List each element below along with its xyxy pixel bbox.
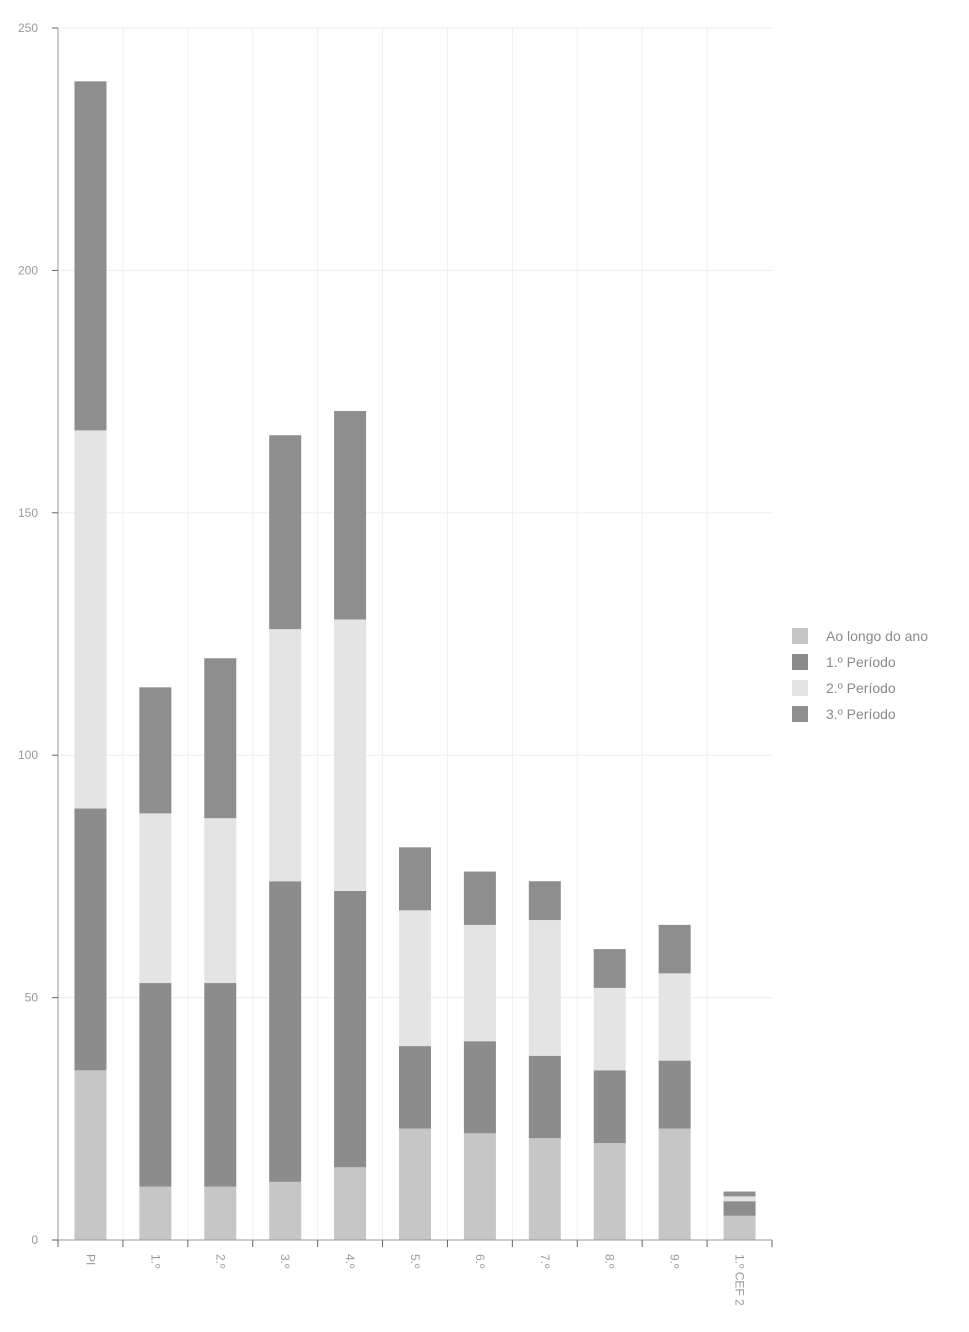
bar-segment [74, 430, 107, 809]
bar-stack [399, 847, 431, 1240]
x-tick-label: 1.º [148, 1254, 162, 1269]
bar-stack [269, 435, 302, 1240]
legend-swatch [792, 706, 808, 722]
bar-stack [593, 949, 626, 1240]
axes [52, 27, 773, 1247]
y-tick-label: 200 [18, 263, 38, 277]
bar-segment [399, 847, 431, 911]
bar-stacks [74, 81, 756, 1240]
legend-swatch [792, 654, 808, 670]
bar-segment [593, 949, 626, 988]
bar-segment [723, 1215, 756, 1240]
gridlines [58, 27, 772, 1241]
bar-segment [139, 983, 172, 1187]
bar-stack [463, 871, 496, 1240]
bar-segment [269, 435, 302, 630]
legend-item: 2.º Período [792, 680, 896, 696]
y-tick-label: 0 [31, 1233, 38, 1247]
bar-segment [334, 410, 367, 620]
legend-label: Ao longo do ano [826, 628, 928, 644]
y-tick-label: 100 [18, 748, 38, 762]
y-tick-label: 150 [18, 506, 38, 520]
x-tick-label: 1.º CEF 2 [733, 1254, 747, 1306]
bar-segment [74, 808, 107, 1071]
bar-segment [528, 920, 561, 1056]
legend-item: 1.º Período [792, 654, 896, 670]
x-tick-label: PI [83, 1254, 97, 1265]
bar-segment [74, 81, 107, 431]
y-tick-label: 250 [18, 21, 38, 35]
bar-stack [723, 1191, 756, 1240]
bar-segment [269, 1181, 302, 1240]
x-tick-label: 8.º [603, 1254, 617, 1269]
bar-segment [334, 619, 367, 891]
bar-stack [204, 658, 237, 1240]
bar-segment [528, 1055, 561, 1139]
bar-segment [593, 1070, 626, 1144]
bar-segment [269, 629, 302, 882]
legend-label: 2.º Período [826, 680, 896, 696]
legend-label: 1.º Período [826, 654, 896, 670]
bar-segment [463, 1041, 496, 1134]
bar-segment [723, 1196, 756, 1202]
bar-segment [204, 658, 237, 819]
bar-stack [139, 687, 172, 1240]
bar-segment [528, 881, 561, 921]
x-tick-label: 6.º [473, 1254, 487, 1269]
bar-segment [723, 1191, 756, 1197]
bar-segment [139, 687, 172, 814]
bar-segment [74, 1070, 107, 1240]
bar-segment [528, 1138, 561, 1240]
bar-segment [463, 871, 496, 925]
legend: Ao longo do ano 1.º Período 2.º Período 3.º… [792, 628, 928, 722]
legend-item: Ao longo do ano [792, 628, 928, 644]
legend-swatch [792, 628, 808, 644]
x-tick-label: 7.º [538, 1254, 552, 1269]
bar-segment [723, 1201, 756, 1216]
bar-stack [658, 924, 691, 1240]
y-tick-label: 50 [25, 991, 39, 1005]
x-tick-label: 4.º [343, 1254, 357, 1269]
bar-segment [463, 1133, 496, 1240]
bar-segment [139, 813, 172, 984]
bar-stack [74, 81, 107, 1240]
y-axis-tick-labels: 0 50 100 150 200 250 [18, 21, 38, 1247]
bar-stack [334, 410, 367, 1240]
bar-segment [204, 983, 237, 1187]
bar-segment [658, 1128, 691, 1240]
bar-stack [528, 881, 561, 1240]
bar-segment [658, 973, 691, 1061]
x-tick-label: 9.º [668, 1254, 682, 1269]
x-tick-label: 5.º [408, 1254, 422, 1269]
bar-segment [593, 987, 626, 1071]
bar-segment [334, 1167, 367, 1240]
bar-segment [334, 890, 367, 1168]
x-tick-label: 3.º [278, 1254, 292, 1269]
bar-segment [399, 1128, 431, 1240]
legend-item: 3.º Período [792, 706, 896, 722]
bar-segment [658, 1060, 691, 1129]
bar-segment [204, 1186, 237, 1240]
bar-segment [399, 1046, 431, 1129]
x-tick-label: 2.º [213, 1254, 227, 1269]
bar-segment [139, 1186, 172, 1240]
bar-segment [463, 924, 496, 1042]
bar-segment [593, 1143, 626, 1240]
bar-segment [658, 924, 691, 974]
x-axis-tick-labels: PI 1.º 2.º 3.º 4.º 5.º 6.º 7.º 8.º 9.º 1.º CEF 2 [83, 1254, 746, 1306]
bar-segment [269, 881, 302, 1182]
legend-swatch [792, 680, 808, 696]
bar-segment [399, 910, 431, 1047]
bar-segment [204, 818, 237, 984]
legend-label: 3.º Período [826, 706, 896, 722]
